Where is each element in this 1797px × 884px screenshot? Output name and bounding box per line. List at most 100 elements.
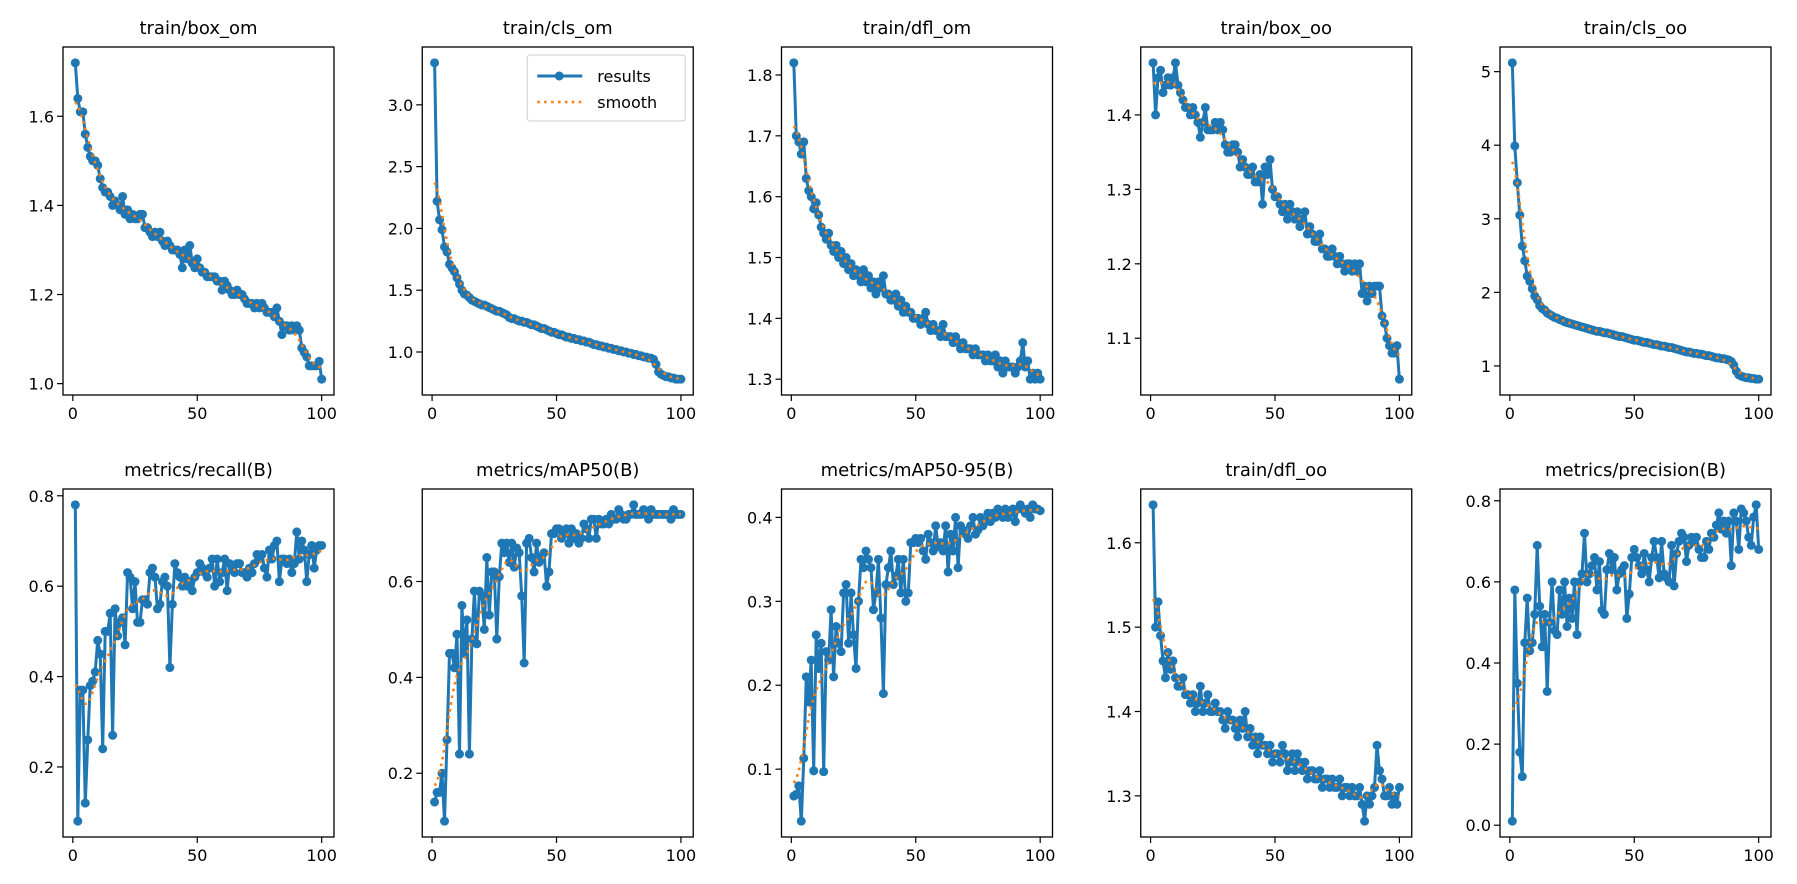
results-point xyxy=(878,271,888,281)
results-point xyxy=(165,663,175,673)
results-point xyxy=(896,588,906,598)
results-point xyxy=(918,546,928,556)
results-point xyxy=(1520,638,1530,648)
results-point xyxy=(80,798,90,808)
subplot-0: train/box_om 0 50 100 1.0 1.2 1.4 1.6 xyxy=(29,18,337,423)
results-point xyxy=(1248,162,1258,172)
results-point xyxy=(1243,732,1253,742)
results-point xyxy=(274,577,284,587)
results-point xyxy=(88,676,98,686)
results-point xyxy=(1739,508,1749,518)
results-point xyxy=(110,604,120,614)
results-point xyxy=(297,536,307,546)
results-point xyxy=(1567,613,1577,623)
results-point xyxy=(317,540,327,550)
axes-frame xyxy=(780,46,1054,396)
results-point xyxy=(155,599,165,609)
results-point xyxy=(1724,516,1734,526)
results-point xyxy=(1522,593,1532,603)
x-tick-label: 50 xyxy=(1265,846,1285,865)
results-point xyxy=(1292,749,1302,759)
results-point xyxy=(821,647,831,657)
results-point xyxy=(1175,681,1185,691)
results-point xyxy=(509,562,519,572)
results-point xyxy=(863,554,873,564)
results-point xyxy=(1352,266,1362,276)
results-point xyxy=(1265,740,1275,750)
subplot-title: train/box_oo xyxy=(1220,18,1332,39)
results-point xyxy=(1235,715,1245,725)
results-point xyxy=(1315,229,1325,239)
results-point xyxy=(1290,214,1300,224)
y-tick-label: 1.4 xyxy=(1106,106,1131,125)
results-point xyxy=(430,797,440,807)
results-point xyxy=(477,591,487,601)
y-tick-label: 0.2 xyxy=(1466,735,1491,754)
results-point xyxy=(147,563,157,573)
results-point xyxy=(886,546,896,556)
results-point xyxy=(120,640,130,650)
results-point xyxy=(1185,698,1195,708)
results-point xyxy=(1512,678,1522,688)
results-point xyxy=(1255,732,1265,742)
results-point xyxy=(1188,102,1198,112)
y-tick-label: 1.2 xyxy=(1106,255,1131,274)
results-point xyxy=(891,571,901,581)
results-point xyxy=(839,588,849,598)
results-point xyxy=(1515,747,1525,757)
results-point xyxy=(1751,500,1761,510)
results-point xyxy=(1248,740,1258,750)
axes-frame xyxy=(1499,46,1772,396)
results-point xyxy=(1285,199,1295,209)
results-point xyxy=(938,319,948,329)
results-point xyxy=(83,142,93,152)
results-point xyxy=(1726,561,1736,571)
results-point xyxy=(1210,698,1220,708)
y-tick-label: 1 xyxy=(1481,357,1491,376)
results-point xyxy=(1153,73,1163,83)
results-point xyxy=(878,689,888,699)
results-point xyxy=(90,667,100,677)
results-point xyxy=(1372,740,1382,750)
results-point xyxy=(836,647,846,657)
results-point xyxy=(931,521,941,531)
subplot-title: train/dfl_oo xyxy=(1225,460,1327,481)
x-tick-label: 100 xyxy=(1384,846,1415,865)
results-point xyxy=(1156,65,1166,75)
results-point xyxy=(836,246,846,256)
results-point xyxy=(449,663,459,673)
results-point xyxy=(1619,561,1629,571)
results-point xyxy=(1352,791,1362,801)
results-point xyxy=(1230,140,1240,150)
results-point xyxy=(462,615,472,625)
results-point xyxy=(851,663,861,673)
results-point xyxy=(1699,553,1709,563)
x-tick-label: 0 xyxy=(68,846,78,865)
y-tick-label: 0.4 xyxy=(29,668,54,687)
y-tick-label: 1.2 xyxy=(29,286,54,305)
results-point xyxy=(492,634,502,644)
results-point xyxy=(1010,517,1020,527)
axes-frame xyxy=(1140,46,1413,396)
results-point xyxy=(167,599,177,609)
x-tick-label: 50 xyxy=(1624,404,1644,423)
results-point xyxy=(819,767,829,777)
results-point xyxy=(1555,585,1565,595)
results-point xyxy=(128,604,138,614)
results-point xyxy=(804,697,814,707)
x-tick-label: 50 xyxy=(546,404,566,423)
smooth-line xyxy=(433,511,681,787)
y-tick-label: 0.6 xyxy=(29,577,54,596)
results-point xyxy=(1025,512,1035,522)
results-point xyxy=(1156,631,1166,641)
results-point xyxy=(1537,642,1547,652)
y-tick-label: 0.6 xyxy=(388,573,413,592)
results-point xyxy=(1312,236,1322,246)
results-point xyxy=(519,658,529,668)
y-tick-label: 2 xyxy=(1481,283,1491,302)
results-point xyxy=(1392,799,1402,809)
results-point xyxy=(1527,638,1537,648)
results-point xyxy=(1258,199,1268,209)
x-tick-label: 0 xyxy=(427,404,437,423)
results-point xyxy=(1741,516,1751,526)
